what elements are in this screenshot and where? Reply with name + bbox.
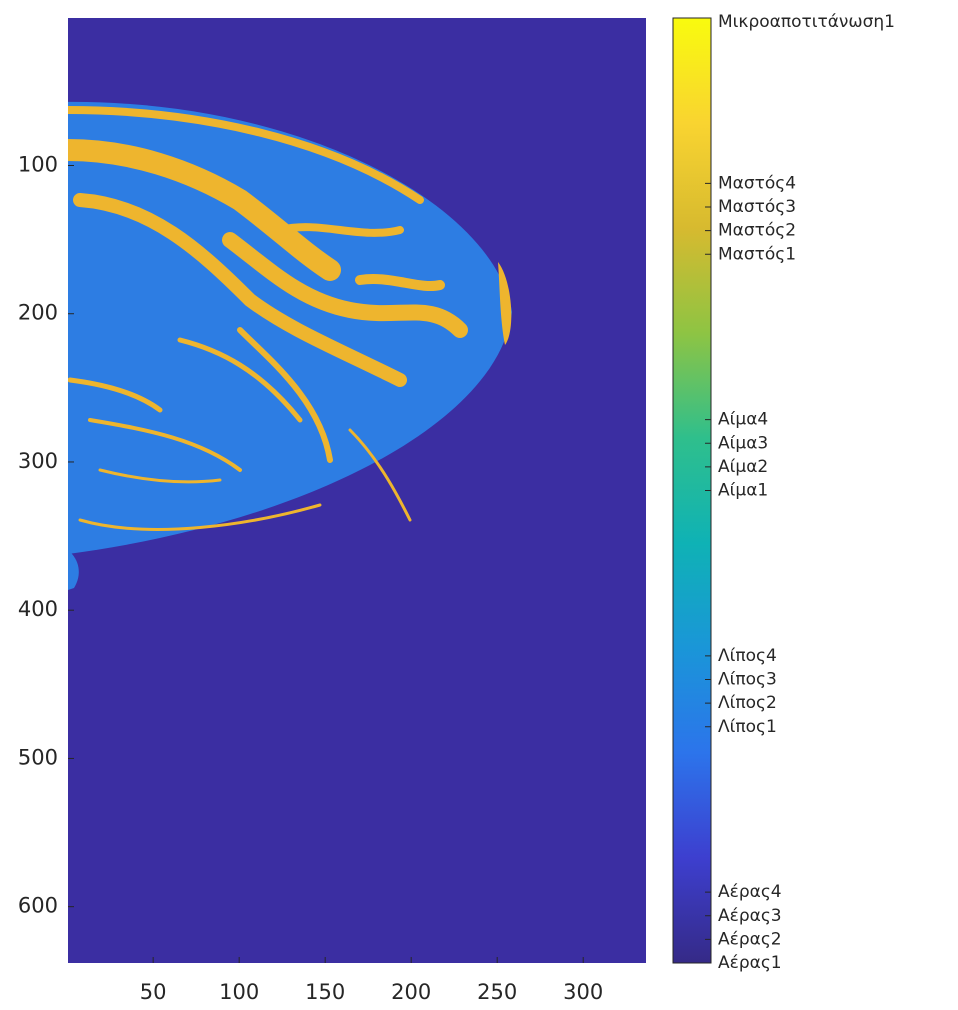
x-tick-label: 50 bbox=[140, 980, 167, 1004]
dense-tissue bbox=[68, 106, 468, 531]
colorbar-tick-label: Αίμα4 bbox=[718, 410, 768, 430]
colorbar-tick-label: Μαστός2 bbox=[718, 221, 796, 241]
colorbar-tick-label: Αίμα3 bbox=[718, 433, 768, 453]
y-tick-label: 300 bbox=[18, 449, 58, 473]
image bbox=[68, 18, 646, 963]
colorbar-tick-label: Αίμα2 bbox=[718, 457, 768, 477]
colorbar-tick-label: Μαστός3 bbox=[718, 197, 796, 217]
colorbar-tick-label: Μικροαποτιτάνωση1 bbox=[718, 12, 895, 32]
x-tick-label: 300 bbox=[563, 980, 603, 1004]
x-tick-label: 100 bbox=[219, 980, 259, 1004]
colorbar-tick-label: Αέρας1 bbox=[718, 953, 782, 973]
y-tick-label: 100 bbox=[18, 152, 58, 176]
colorbar-tick-label: Λίπος2 bbox=[718, 693, 777, 713]
colorbar-tick-label: Αέρας4 bbox=[718, 882, 782, 902]
colorbar-tick-label: Αέρας3 bbox=[718, 906, 782, 926]
colorbar-tick-label: Αέρας2 bbox=[718, 929, 782, 949]
y-tick-label: 400 bbox=[18, 597, 58, 621]
colorbar-tick-label: Λίπος3 bbox=[718, 670, 777, 690]
colorbar-tick-label: Αίμα1 bbox=[718, 481, 768, 501]
x-tick-label: 150 bbox=[305, 980, 345, 1004]
y-tick-label: 500 bbox=[18, 745, 58, 769]
y-tick-label: 200 bbox=[18, 301, 58, 325]
colorbar-tick-label: Μαστός4 bbox=[718, 173, 796, 193]
nipple-region bbox=[498, 262, 512, 345]
colorbar-tick-label: Λίπος1 bbox=[718, 717, 777, 737]
colorbar-tick-label: Μαστός1 bbox=[718, 244, 796, 264]
colorbar-tick-label: Λίπος4 bbox=[718, 646, 777, 666]
tissue-tail bbox=[68, 550, 79, 590]
x-tick-label: 200 bbox=[391, 980, 431, 1004]
colorbar bbox=[672, 17, 712, 964]
y-tick-label: 600 bbox=[18, 894, 58, 918]
x-tick-label: 250 bbox=[477, 980, 517, 1004]
